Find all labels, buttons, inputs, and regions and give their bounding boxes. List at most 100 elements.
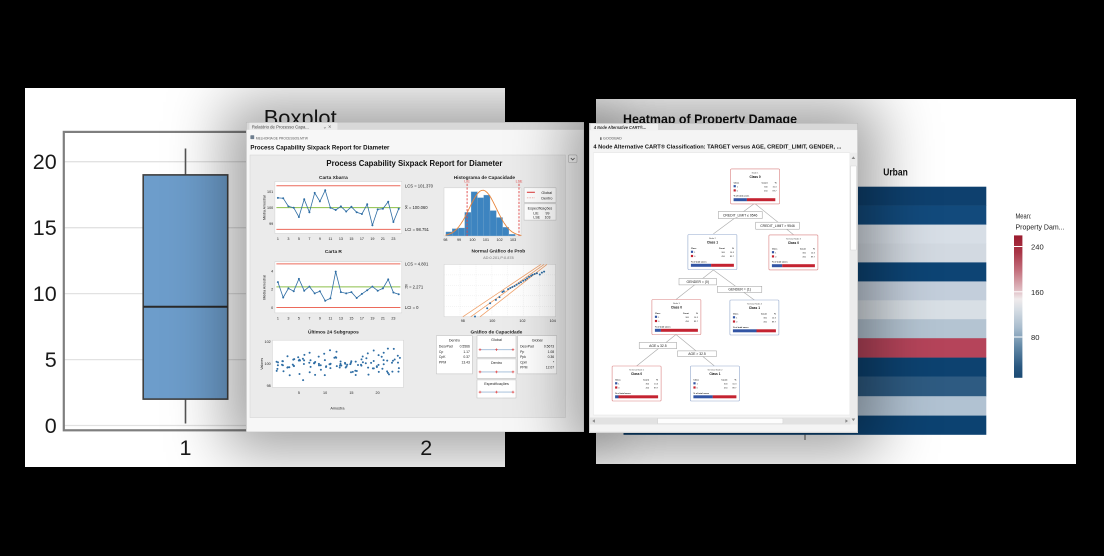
svg-text:100: 100 — [489, 318, 495, 322]
svg-text:15: 15 — [33, 216, 57, 240]
svg-text:Count: Count — [682, 312, 688, 315]
svg-text:Especificações: Especificações — [527, 206, 552, 210]
svg-text:5: 5 — [297, 237, 299, 241]
svg-text:AD:0.201,P:0.878: AD:0.201,P:0.878 — [483, 255, 514, 260]
svg-text:% of total cases: % of total cases — [733, 195, 750, 198]
svg-text:5: 5 — [297, 391, 299, 395]
svg-text:%: % — [813, 248, 815, 250]
svg-text:13: 13 — [338, 316, 342, 320]
svg-text:Gráfico de Capacidade: Gráfico de Capacidade — [470, 329, 522, 335]
svg-text:Valores: Valores — [259, 357, 263, 369]
svg-text:Mean:: Mean: — [1016, 212, 1032, 221]
svg-text:300: 300 — [764, 186, 768, 188]
svg-text:17: 17 — [359, 237, 363, 241]
svg-text:LIE: LIE — [533, 211, 539, 215]
svg-text:11: 11 — [328, 237, 332, 241]
svg-text:Property Dam...: Property Dam... — [1016, 223, 1065, 232]
svg-text:10.3: 10.3 — [772, 186, 777, 188]
svg-text:15: 15 — [349, 237, 353, 241]
svg-text:Especificações: Especificações — [484, 382, 509, 386]
svg-text:89.7: 89.7 — [771, 322, 776, 324]
svg-text:LCS = 101.370: LCS = 101.370 — [404, 183, 433, 188]
svg-text:1: 1 — [775, 252, 777, 254]
svg-text:Global: Global — [491, 338, 502, 342]
svg-text:17: 17 — [359, 316, 363, 320]
svg-text:CREDIT_LIMIT > 9546: CREDIT_LIMIT > 9546 — [760, 224, 795, 228]
svg-text:10: 10 — [323, 391, 327, 395]
svg-text:300: 300 — [721, 252, 725, 254]
svg-text:19: 19 — [370, 237, 374, 241]
svg-text:Node 2: Node 2 — [709, 238, 717, 240]
svg-text:Amostra: Amostra — [330, 406, 345, 410]
svg-text:100: 100 — [264, 362, 270, 366]
svg-text:▮ GOODBAD: ▮ GOODBAD — [599, 137, 621, 141]
svg-text:102: 102 — [264, 340, 270, 344]
svg-text:7: 7 — [308, 237, 310, 241]
svg-text:Class: Class — [690, 248, 696, 250]
svg-text:450: 450 — [764, 191, 768, 193]
svg-text:PPM: PPM — [520, 365, 528, 369]
svg-text:Média Amostral: Média Amostral — [262, 274, 266, 299]
svg-text:0: 0 — [618, 388, 620, 390]
svg-text:%: % — [774, 314, 776, 316]
svg-text:CREDIT_LIMIT ≤ 9546: CREDIT_LIMIT ≤ 9546 — [723, 213, 758, 217]
svg-text:21: 21 — [380, 237, 384, 241]
svg-text:0: 0 — [271, 306, 273, 310]
svg-text:4: 4 — [271, 269, 273, 273]
svg-text:0: 0 — [775, 257, 777, 259]
svg-text:Urban: Urban — [883, 168, 908, 179]
svg-text:10.3: 10.3 — [729, 252, 734, 254]
svg-text:Carta R: Carta R — [324, 248, 342, 254]
svg-text:10.3: 10.3 — [654, 383, 659, 385]
svg-text:R̅ = 2.271: R̅ = 2.271 — [404, 284, 424, 289]
svg-text:450: 450 — [721, 256, 725, 258]
svg-text:0: 0 — [694, 256, 696, 258]
svg-text:1: 1 — [736, 317, 738, 319]
svg-text:2: 2 — [271, 287, 273, 291]
svg-text:100: 100 — [469, 238, 475, 242]
svg-text:99: 99 — [457, 238, 461, 242]
svg-text:Class: Class — [693, 380, 699, 382]
svg-text:10: 10 — [33, 282, 57, 306]
svg-text:Class: Class — [732, 314, 738, 316]
svg-text:1: 1 — [658, 317, 660, 319]
svg-text:0: 0 — [736, 191, 738, 193]
svg-text:%: % — [696, 313, 698, 315]
svg-text:⌄: ⌄ — [322, 124, 326, 130]
svg-text:10.3: 10.3 — [732, 383, 737, 385]
svg-text:PPM: PPM — [438, 360, 446, 364]
svg-text:4 Node Alternative CART®...: 4 Node Alternative CART®... — [593, 125, 646, 130]
svg-text:9: 9 — [318, 316, 320, 320]
svg-text:Class 0: Class 0 — [631, 372, 642, 376]
svg-text:101: 101 — [483, 238, 489, 242]
svg-text:Dentro: Dentro — [448, 338, 459, 342]
svg-text:0.36: 0.36 — [547, 355, 554, 359]
svg-text:% of total cases: % of total cases — [732, 326, 749, 329]
svg-text:Global: Global — [531, 338, 542, 342]
svg-text:Terminal Node 2: Terminal Node 2 — [707, 369, 723, 372]
svg-text:Count: Count — [761, 181, 767, 184]
svg-text:Heatmap of Property Damage: Heatmap of Property Damage — [623, 112, 797, 126]
svg-text:1: 1 — [696, 383, 698, 385]
svg-text:CpK: CpK — [438, 355, 445, 359]
svg-text:99: 99 — [545, 211, 549, 215]
svg-text:Dentro: Dentro — [491, 361, 502, 365]
svg-text:100: 100 — [267, 206, 273, 210]
svg-text:10.3: 10.3 — [771, 317, 776, 319]
svg-text:101: 101 — [267, 190, 273, 194]
svg-text:Class 0: Class 0 — [670, 306, 681, 310]
svg-text:1: 1 — [276, 316, 278, 320]
svg-text:% of total cases: % of total cases — [690, 260, 707, 263]
svg-text:Terminal Node 3: Terminal Node 3 — [785, 238, 801, 241]
svg-text:Últimos 24 Subgrupos: Últimos 24 Subgrupos — [308, 328, 359, 335]
svg-text:0.37: 0.37 — [463, 355, 470, 359]
svg-text:5: 5 — [45, 348, 57, 372]
svg-text:Global: Global — [541, 190, 552, 194]
svg-text:0: 0 — [696, 388, 698, 390]
svg-text:Class 0: Class 0 — [787, 241, 798, 245]
svg-text:450: 450 — [763, 322, 767, 324]
svg-text:1: 1 — [618, 383, 620, 385]
svg-text:1.08: 1.08 — [547, 350, 554, 354]
svg-text:Class 1: Class 1 — [709, 372, 720, 376]
svg-text:80: 80 — [1031, 333, 1039, 342]
